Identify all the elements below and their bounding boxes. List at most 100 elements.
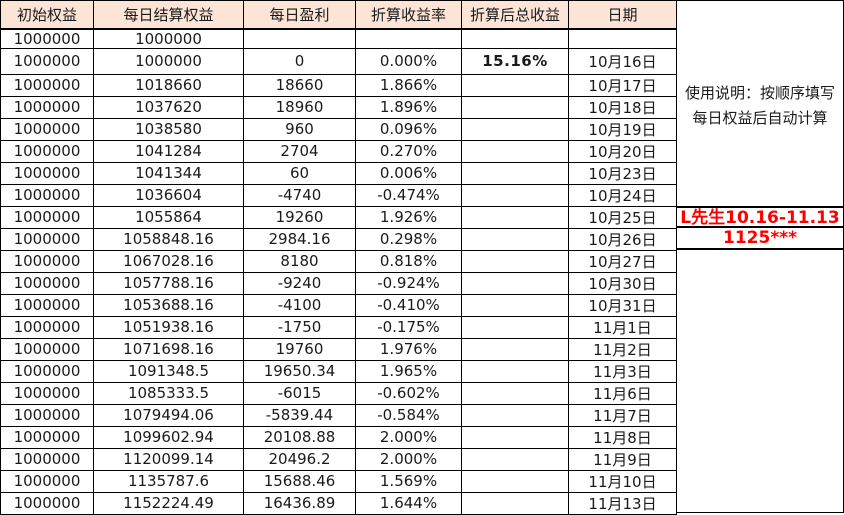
cell-date[interactable]: 10月31日 [568,293,677,317]
cell-date[interactable]: 10月20日 [568,139,677,163]
cell-initial-equity[interactable]: 1000000 [0,469,94,493]
cell-settled-equity[interactable]: 1041344 [93,161,244,185]
cell-daily-profit[interactable]: -5839.44 [243,403,356,427]
cell-return-rate[interactable]: 0.096% [355,117,462,141]
cell-daily-profit[interactable] [243,28,356,49]
total-return-value[interactable]: 15.16% [461,47,569,75]
cell-return-rate[interactable]: 1.965% [355,359,462,383]
cell-date[interactable]: 10月17日 [568,73,677,97]
cell-date[interactable]: 11月1日 [568,315,677,339]
cell-initial-equity[interactable]: 1000000 [0,139,94,163]
cell-daily-profit[interactable]: 19650.34 [243,359,356,383]
cell-settled-equity[interactable]: 1135787.6 [93,469,244,493]
cell-return-rate[interactable]: 0.818% [355,249,462,273]
cell-settled-equity[interactable]: 1055864 [93,205,244,229]
cell-date[interactable]: 10月30日 [568,271,677,295]
cell-date[interactable]: 10月16日 [568,47,677,75]
cell-date[interactable]: 11月10日 [568,469,677,493]
cell-settled-equity[interactable]: 1085333.5 [93,381,244,405]
cell-settled-equity[interactable]: 1067028.16 [93,249,244,273]
cell-daily-profit[interactable]: -4740 [243,183,356,207]
cell-settled-equity[interactable]: 1051938.16 [93,315,244,339]
cell-date[interactable]: 11月7日 [568,403,677,427]
cell-date[interactable]: 11月3日 [568,359,677,383]
cell-return-rate[interactable] [355,28,462,49]
cell-daily-profit[interactable]: -4100 [243,293,356,317]
cell-settled-equity[interactable]: 1038580 [93,117,244,141]
cell-date[interactable]: 10月25日 [568,205,677,229]
cell-date[interactable]: 10月24日 [568,183,677,207]
cell-total-return[interactable] [461,183,569,207]
cell-initial-equity[interactable]: 1000000 [0,249,94,273]
cell-initial-equity[interactable]: 1000000 [0,403,94,427]
cell-initial-equity[interactable]: 1000000 [0,28,94,49]
cell-date[interactable]: 10月18日 [568,95,677,119]
cell-total-return[interactable] [461,381,569,405]
cell-daily-profit[interactable]: -6015 [243,381,356,405]
cell-return-rate[interactable]: 1.644% [355,491,462,515]
cell-settled-equity[interactable]: 1037620 [93,95,244,119]
cell-total-return[interactable] [461,403,569,427]
cell-return-rate[interactable]: -0.924% [355,271,462,295]
cell-daily-profit[interactable]: 16436.89 [243,491,356,515]
cell-daily-profit[interactable]: 0 [243,47,356,75]
account-note[interactable]: 1125*** [677,228,843,250]
cell-daily-profit[interactable]: 2984.16 [243,227,356,251]
cell-return-rate[interactable]: -0.410% [355,293,462,317]
cell-initial-equity[interactable]: 1000000 [0,381,94,405]
cell-daily-profit[interactable]: 19260 [243,205,356,229]
cell-return-rate[interactable]: 1.896% [355,95,462,119]
cell-date[interactable]: 11月9日 [568,447,677,471]
cell-total-return[interactable] [461,28,569,49]
client-note[interactable]: L先生10.16-11.13 [677,206,843,228]
cell-date[interactable]: 11月13日 [568,491,677,515]
cell-return-rate[interactable]: -0.602% [355,381,462,405]
cell-total-return[interactable] [461,73,569,97]
cell-total-return[interactable] [461,425,569,449]
cell-daily-profit[interactable]: 18960 [243,95,356,119]
cell-settled-equity[interactable]: 1071698.16 [93,337,244,361]
cell-daily-profit[interactable]: 8180 [243,249,356,273]
cell-return-rate[interactable]: 2.000% [355,447,462,471]
cell-settled-equity[interactable]: 1057788.16 [93,271,244,295]
cell-daily-profit[interactable]: -9240 [243,271,356,295]
cell-total-return[interactable] [461,337,569,361]
cell-initial-equity[interactable]: 1000000 [0,73,94,97]
cell-date[interactable]: 10月19日 [568,117,677,141]
cell-settled-equity[interactable]: 1041284 [93,139,244,163]
cell-initial-equity[interactable]: 1000000 [0,205,94,229]
cell-settled-equity[interactable]: 1036604 [93,183,244,207]
cell-daily-profit[interactable]: 20496.2 [243,447,356,471]
cell-settled-equity[interactable]: 1152224.49 [93,491,244,515]
cell-return-rate[interactable]: -0.474% [355,183,462,207]
cell-date[interactable]: 10月23日 [568,161,677,185]
cell-initial-equity[interactable]: 1000000 [0,161,94,185]
cell-settled-equity[interactable]: 1079494.06 [93,403,244,427]
column-header-settled-equity[interactable]: 每日结算权益 [93,0,244,30]
cell-initial-equity[interactable]: 1000000 [0,315,94,339]
column-header-date[interactable]: 日期 [568,0,677,30]
cell-total-return[interactable] [461,293,569,317]
cell-initial-equity[interactable]: 1000000 [0,293,94,317]
cell-total-return[interactable] [461,447,569,471]
column-header-return-rate[interactable]: 折算收益率 [355,0,462,30]
cell-initial-equity[interactable]: 1000000 [0,47,94,75]
cell-initial-equity[interactable]: 1000000 [0,337,94,361]
cell-total-return[interactable] [461,469,569,493]
cell-total-return[interactable] [461,249,569,273]
cell-return-rate[interactable]: -0.584% [355,403,462,427]
cell-settled-equity[interactable]: 1018660 [93,73,244,97]
cell-initial-equity[interactable]: 1000000 [0,359,94,383]
cell-return-rate[interactable]: 0.298% [355,227,462,251]
column-header-daily-profit[interactable]: 每日盈利 [243,0,356,30]
cell-total-return[interactable] [461,161,569,185]
cell-return-rate[interactable]: 0.000% [355,47,462,75]
cell-daily-profit[interactable]: 18660 [243,73,356,97]
cell-return-rate[interactable]: 0.270% [355,139,462,163]
cell-total-return[interactable] [461,139,569,163]
cell-daily-profit[interactable]: -1750 [243,315,356,339]
cell-return-rate[interactable]: 1.866% [355,73,462,97]
cell-settled-equity[interactable]: 1091348.5 [93,359,244,383]
cell-initial-equity[interactable]: 1000000 [0,447,94,471]
cell-settled-equity[interactable]: 1099602.94 [93,425,244,449]
